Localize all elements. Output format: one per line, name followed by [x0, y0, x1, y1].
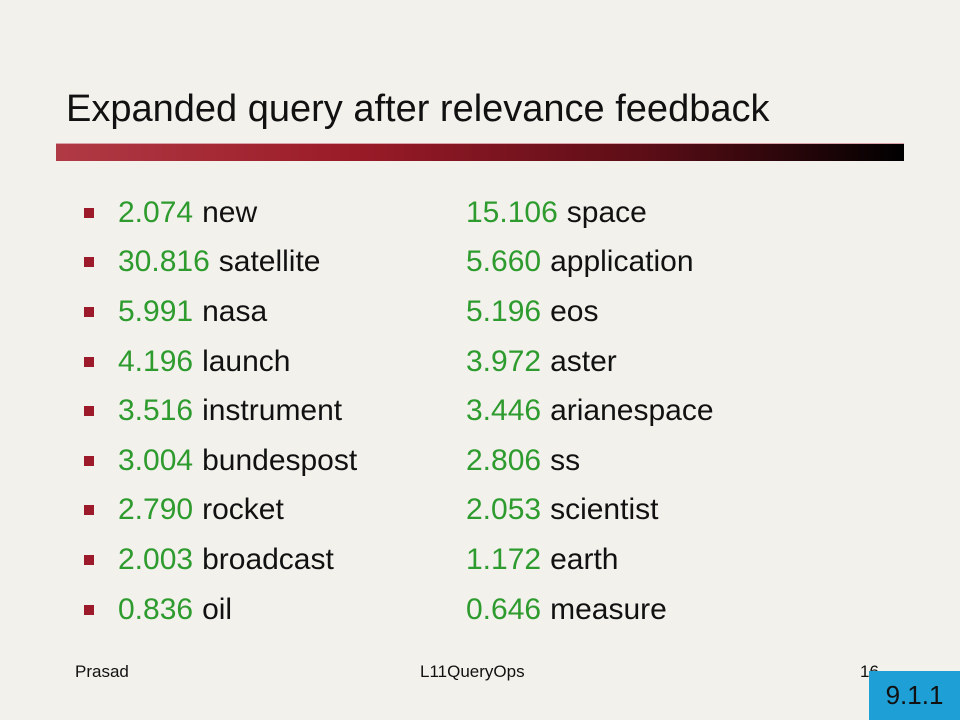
bullet-icon: [84, 257, 94, 268]
term-weight: 30.816: [118, 245, 210, 279]
list-item: 5.991 nasa: [84, 287, 357, 337]
term-word: aster: [550, 344, 617, 378]
term-weight: 5.196: [466, 294, 542, 328]
bullet-icon: [84, 356, 94, 367]
list-item: 5.196 eos: [466, 287, 714, 337]
list-item: 2.053 scientist: [466, 486, 714, 536]
term-word: broadcast: [202, 542, 334, 576]
term-word: satellite: [218, 245, 321, 279]
term-word: earth: [550, 542, 619, 576]
bullet-icon: [84, 207, 94, 218]
list-item: 0.836 oil: [84, 585, 357, 635]
term-weight: 1.172: [466, 542, 542, 576]
list-item: 2.003 broadcast: [84, 535, 357, 585]
term-word: nasa: [202, 294, 268, 328]
term-word: launch: [202, 344, 291, 378]
term-word: rocket: [202, 493, 284, 527]
term-word: ss: [550, 443, 581, 477]
term-weight: 4.196: [118, 344, 194, 378]
term-weight: 0.646: [466, 592, 542, 626]
list-item: 15.106 space: [466, 188, 714, 238]
title-underline-bar: [56, 143, 904, 161]
list-item: 30.816 satellite: [84, 238, 357, 288]
term-weight: 3.004: [118, 443, 194, 477]
term-weight: 3.446: [466, 394, 542, 428]
term-weight: 2.074: [118, 195, 194, 229]
term-weight: 3.972: [466, 344, 542, 378]
bullet-icon: [84, 505, 94, 516]
bullet-icon: [84, 554, 94, 565]
list-item: 1.172 earth: [466, 535, 714, 585]
list-item: 0.646 measure: [466, 585, 714, 635]
list-item: 2.074 new: [84, 188, 357, 238]
list-item: 3.516 instrument: [84, 386, 357, 436]
term-weight: 2.053: [466, 493, 542, 527]
term-word: measure: [550, 592, 667, 626]
list-item: 5.660 application: [466, 238, 714, 288]
term-weight: 15.106: [466, 195, 558, 229]
section-number-badge: 9.1.1: [869, 671, 960, 720]
term-word: scientist: [550, 493, 659, 527]
slide-title: Expanded query after relevance feedback: [66, 88, 770, 130]
right-term-list: 15.106 space 5.660 application 5.196 eos…: [466, 188, 714, 634]
term-word: space: [566, 195, 647, 229]
term-word: bundespost: [202, 443, 358, 477]
list-item: 3.972 aster: [466, 337, 714, 387]
bullet-icon: [84, 455, 94, 466]
term-word: eos: [550, 294, 599, 328]
term-weight: 5.660: [466, 245, 542, 279]
list-item: 2.790 rocket: [84, 486, 357, 536]
list-item: 2.806 ss: [466, 436, 714, 486]
bullet-icon: [84, 406, 94, 417]
term-weight: 5.991: [118, 294, 194, 328]
list-item: 3.004 bundespost: [84, 436, 357, 486]
term-word: oil: [202, 592, 233, 626]
footer-author: Prasad: [75, 662, 129, 681]
term-word: arianespace: [550, 394, 714, 428]
term-weight: 3.516: [118, 394, 194, 428]
term-weight: 2.003: [118, 542, 194, 576]
term-word: new: [202, 195, 258, 229]
list-item: 4.196 launch: [84, 337, 357, 387]
left-term-list: 2.074 new 30.816 satellite 5.991 nasa 4.…: [84, 188, 357, 634]
term-weight: 2.790: [118, 493, 194, 527]
list-item: 3.446 arianespace: [466, 386, 714, 436]
term-word: instrument: [202, 394, 343, 428]
footer-file-name: L11QueryOps: [420, 662, 525, 681]
term-weight: 0.836: [118, 592, 194, 626]
term-word: application: [550, 245, 694, 279]
bullet-icon: [84, 306, 94, 317]
bullet-icon: [84, 604, 94, 615]
term-weight: 2.806: [466, 443, 542, 477]
